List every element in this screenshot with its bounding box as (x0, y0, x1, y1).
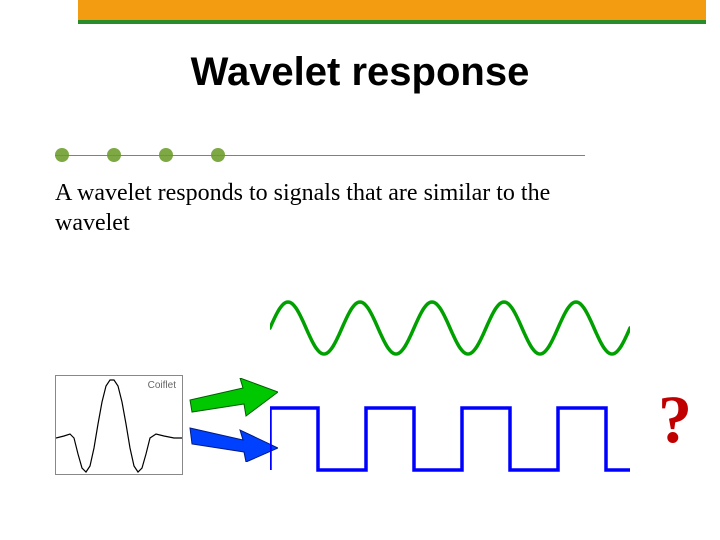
divider-line (55, 155, 585, 156)
arrow-to-square-icon (188, 422, 278, 462)
question-mark: ? (658, 380, 692, 459)
coiflet-label: Coiflet (148, 380, 176, 391)
coiflet-curve (56, 376, 184, 476)
arrow-to-sine-icon (188, 378, 278, 418)
body-text: A wavelet responds to signals that are s… (55, 178, 575, 238)
header-green-underline (78, 20, 706, 24)
square-wave (270, 400, 630, 480)
sine-wave (270, 288, 630, 368)
slide-title: Wavelet response (0, 50, 720, 95)
coiflet-thumbnail: Coiflet (55, 375, 183, 475)
header-orange-bar (78, 0, 706, 20)
